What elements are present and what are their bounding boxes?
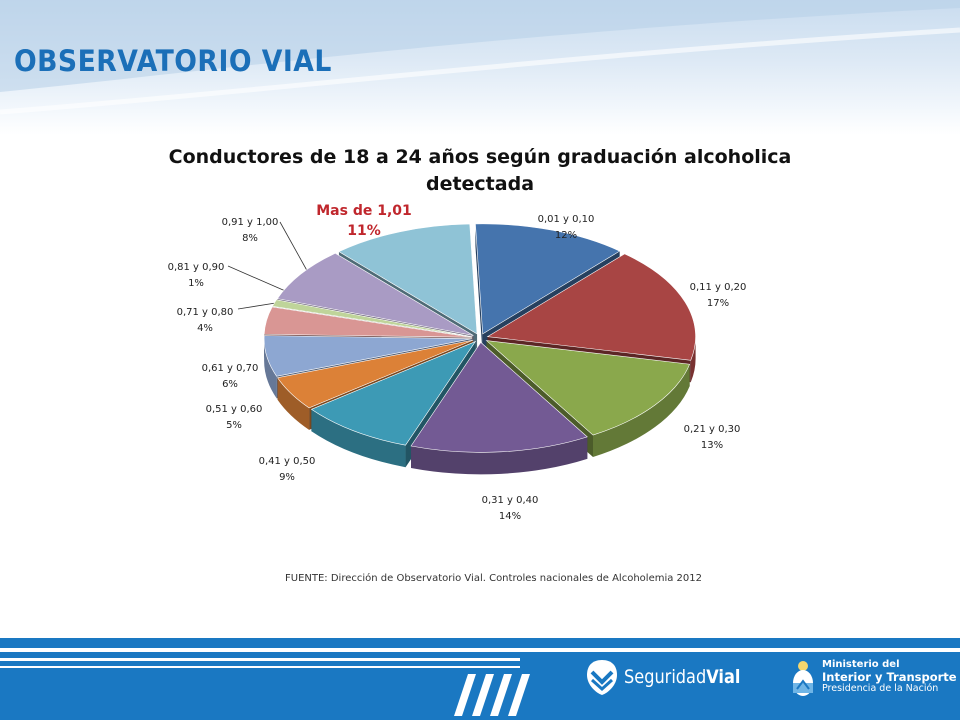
pie-slice-top: [486, 253, 696, 361]
slice-percent: 5%: [226, 420, 242, 431]
ministerio-logo: Ministerio del Interior y Transporte Pre…: [790, 659, 957, 699]
slice-label: 0,21 y 0,30: [684, 424, 741, 435]
slice-percent: 9%: [279, 472, 295, 483]
pie-slice: [410, 341, 588, 475]
slice-label: 0,01 y 0,10: [538, 214, 595, 225]
slice-percent: 17%: [707, 298, 729, 309]
ministerio-line2: Interior y Transporte: [822, 670, 957, 684]
pie-slices: [263, 223, 696, 475]
pie-slice-top: [271, 299, 473, 337]
pie-slice-wall: [277, 377, 310, 430]
seguridad-vial-logo: SeguridadVial: [586, 658, 761, 696]
pie-slice-wall: [592, 364, 690, 458]
pie-slice-top: [276, 252, 474, 336]
slice-percent: 4%: [197, 323, 213, 334]
brand-title: OBSERVATORIO VIAL: [14, 44, 332, 78]
header-swoosh-decoration: [0, 0, 960, 115]
slice-percent: 6%: [222, 379, 238, 390]
slice-label: 0,61 y 0,70: [202, 363, 259, 374]
slice-percent: 12%: [555, 230, 577, 241]
slice-label: 0,51 y 0,60: [206, 404, 263, 415]
national-coat-of-arms-icon: [793, 661, 813, 696]
slice-label: 0,31 y 0,40: [482, 495, 539, 506]
pie-slice-top: [410, 341, 588, 453]
pie-slice-top: [277, 339, 474, 409]
ministerio-line1: Ministerio del: [822, 659, 900, 670]
slice-label: 0,81 y 0,90: [168, 262, 225, 273]
slice-percent: 11%: [347, 223, 381, 239]
slice-percent: 1%: [188, 278, 204, 289]
pie-slice-top: [475, 223, 621, 335]
vial-label: Vial: [706, 666, 741, 688]
pie-slice-top: [310, 340, 477, 446]
road-shield-icon: [587, 660, 617, 695]
pie-slice-top: [263, 306, 473, 338]
pie-slice-top: [485, 340, 691, 436]
slice-percent: 8%: [242, 233, 258, 244]
slice-label: 0,41 y 0,50: [259, 456, 316, 467]
slice-label: 0,91 y 1,00: [222, 217, 279, 228]
leader-line: [279, 221, 311, 277]
pie-slice-wall: [411, 436, 588, 475]
pie-slice-wall: [690, 336, 696, 383]
slice-percent: 14%: [499, 511, 521, 522]
seguridad-label: Seguridad: [624, 666, 707, 688]
header-band: OBSERVATORIO VIAL: [0, 0, 960, 135]
pie-slice-wall: [311, 409, 406, 468]
source-note: FUENTE: Dirección de Observatorio Vial. …: [285, 573, 702, 584]
slice-label: 0,71 y 0,80: [177, 307, 234, 318]
slice-label: Mas de 1,01: [316, 203, 412, 219]
pie-slice-side: [475, 223, 483, 356]
pie-slice-wall: [264, 338, 277, 399]
slice-percent: 13%: [701, 440, 723, 451]
pie-slice-top: [263, 335, 473, 377]
pie-slice-top: [338, 223, 478, 335]
slice-labels: 0,01 y 0,10 12% 0,11 y 0,20 17% 0,21 y 0,30 1…: [168, 203, 747, 522]
slice-label: 0,11 y 0,20: [690, 282, 747, 293]
ministerio-line3: Presidencia de la Nación: [822, 683, 939, 694]
leader-line: [227, 265, 291, 294]
footer-stripes-decoration: [0, 648, 960, 716]
chart-title: Conductores de 18 a 24 años según gradua…: [168, 146, 792, 195]
